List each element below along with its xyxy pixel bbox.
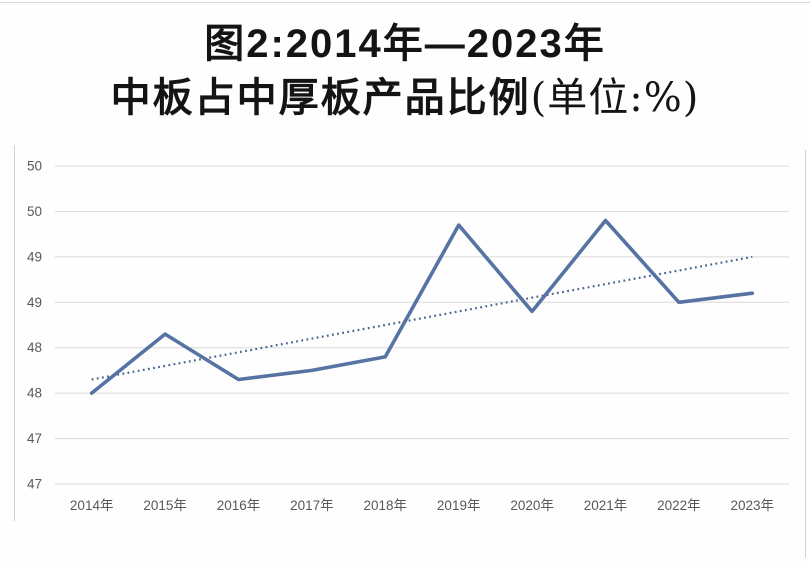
x-axis-tick-label: 2018年 [364, 498, 408, 513]
y-axis-tick-label: 49 [27, 249, 42, 264]
y-axis-tick-label: 47 [27, 431, 42, 446]
chart-title-unit-label: (单位:%) [530, 75, 700, 121]
y-axis-tick-label: 50 [27, 204, 42, 219]
y-axis-tick-label: 49 [27, 295, 42, 310]
chart-title-line2: 中板占中厚板产品比例(单位:%) [0, 72, 810, 124]
x-axis-tick-label: 2015年 [143, 498, 187, 513]
x-axis-tick-label: 2023年 [731, 498, 775, 513]
data-series-line [89, 218, 755, 395]
x-axis-tick-label: 2020年 [510, 498, 554, 513]
chart-title-line1: 图2:2014年—2023年 [204, 22, 606, 66]
photo-edge-left [14, 145, 15, 521]
y-axis-tick-label: 47 [27, 477, 42, 492]
chart-title: 图2:2014年—2023年 中板占中厚板产品比例(单位:%) [0, 18, 810, 124]
photo-edge-right [805, 150, 806, 558]
y-axis-tick-label: 48 [27, 340, 42, 355]
x-axis-tick-label: 2014年 [70, 498, 114, 513]
x-axis-tick-label: 2016年 [217, 498, 261, 513]
x-axis-tick-label: 2019年 [437, 498, 481, 513]
x-axis-tick-label: 2022年 [657, 498, 701, 513]
photo-edge-top [0, 2, 810, 3]
chart-title-line2-main: 中板占中厚板产品比例 [110, 76, 531, 120]
x-axis-tick-label: 2021年 [584, 498, 628, 513]
y-axis-tick-label: 50 [27, 159, 42, 174]
y-axis-tick-label: 48 [27, 386, 42, 401]
x-axis-tick-label: 2017年 [290, 498, 334, 513]
